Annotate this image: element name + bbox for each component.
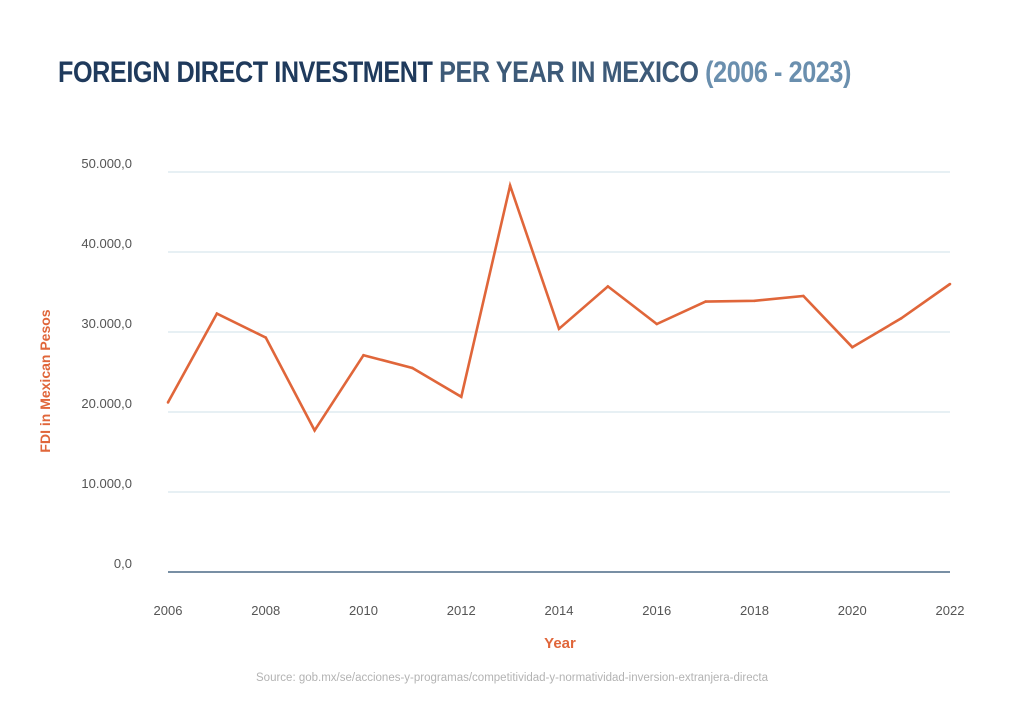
data-point — [411, 366, 414, 370]
data-point — [508, 184, 512, 187]
y-axis-ticks: 0,0 10.000,0 20.000,0 30.000,0 40.000,0 50.00… — [81, 156, 132, 571]
data-point — [557, 327, 561, 331]
y-tick-label: 10.000,0 — [81, 476, 132, 491]
data-point — [459, 395, 463, 399]
x-tick-label: 2014 — [545, 603, 574, 618]
source-note: Source: gob.mx/se/acciones-y-programas/c… — [256, 672, 768, 684]
y-tick-label: 30.000,0 — [81, 316, 132, 331]
data-point — [166, 401, 170, 404]
x-tick-label: 2010 — [349, 603, 378, 618]
y-tick-label: 20.000,0 — [81, 396, 132, 411]
data-point — [264, 336, 268, 339]
title-part-range: (2006 - 2023) — [705, 56, 851, 89]
data-point — [850, 345, 854, 349]
chart-title: FOREIGN DIRECT INVESTMENT PER YEAR IN ME… — [58, 56, 851, 90]
data-point — [753, 299, 756, 303]
x-axis-ticks: 2006 2008 2010 2012 2014 2016 2018 2020 2022 — [154, 603, 965, 618]
data-point — [948, 282, 952, 286]
series-line — [166, 180, 951, 433]
data-point — [704, 300, 707, 303]
x-tick-label: 2012 — [447, 603, 476, 618]
data-point — [655, 322, 659, 326]
gridlines — [168, 171, 950, 573]
data-point — [313, 429, 316, 432]
data-point — [802, 294, 805, 298]
data-point — [215, 312, 219, 315]
x-tick-label: 2008 — [251, 603, 280, 618]
y-axis-title: FDI in Mexican Pesos — [37, 309, 53, 452]
series-layer — [166, 180, 952, 433]
data-point — [606, 285, 610, 288]
x-tick-label: 2020 — [838, 603, 867, 618]
y-tick-label: 0,0 — [114, 556, 132, 571]
title-part-sub: PER YEAR IN MEXICO — [439, 56, 699, 89]
x-tick-label: 2016 — [642, 603, 671, 618]
x-axis-title: Year — [544, 635, 576, 652]
data-point — [362, 353, 365, 357]
x-tick-label: 2022 — [936, 603, 965, 618]
x-tick-label: 2018 — [740, 603, 769, 618]
title-part-main: FOREIGN DIRECT INVESTMENT — [58, 56, 433, 89]
data-point — [899, 317, 903, 320]
y-tick-label: 50.000,0 — [81, 156, 132, 171]
x-tick-label: 2006 — [154, 603, 183, 618]
y-tick-label: 40.000,0 — [81, 236, 132, 251]
